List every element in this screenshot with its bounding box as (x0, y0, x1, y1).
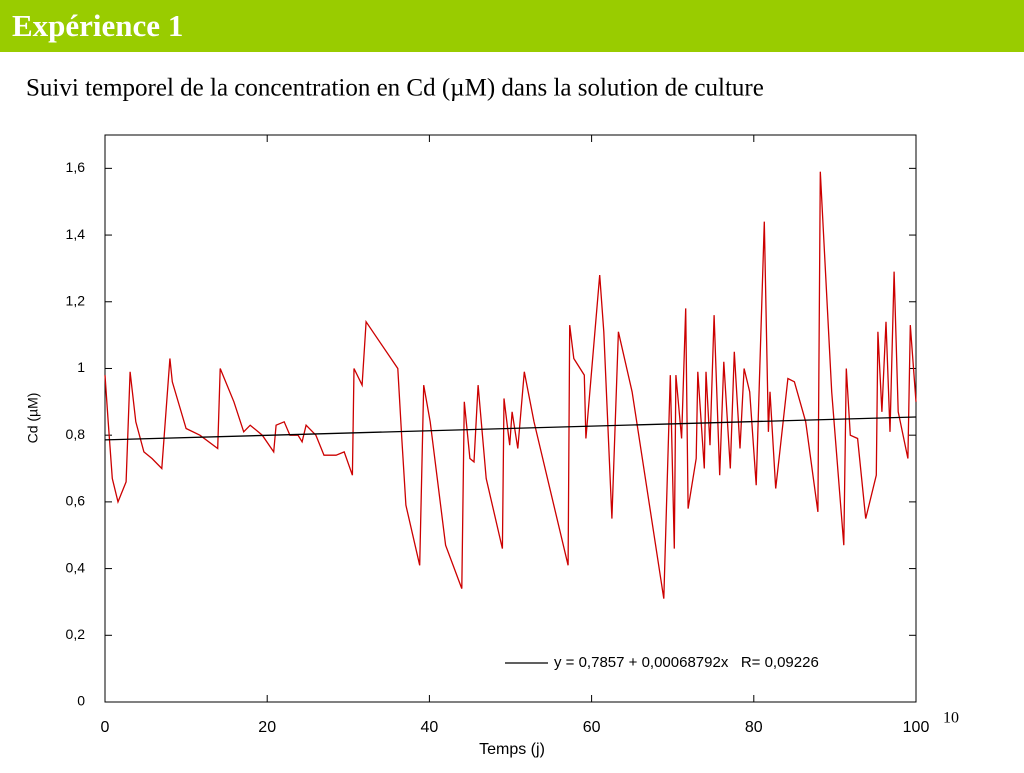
x-tick-label: 80 (745, 719, 763, 736)
x-tick-label: 40 (421, 719, 439, 736)
x-tick-label: 100 (903, 719, 930, 736)
x-tick-label: 20 (258, 719, 276, 736)
y-tick-label: 0,6 (66, 493, 86, 509)
y-tick-label: 0,4 (66, 559, 86, 575)
y-tick-label: 1,2 (66, 292, 86, 308)
header-bar (0, 0, 1024, 52)
y-tick-label: 0,2 (66, 626, 86, 642)
x-tick-label: 60 (583, 719, 601, 736)
y-tick-label: 0,8 (66, 426, 86, 442)
y-tick-label: 1 (77, 359, 85, 375)
y-tick-label: 1,4 (66, 226, 86, 242)
plot-frame (104, 134, 917, 703)
page-number: 10 (943, 710, 959, 727)
series-line (104, 171, 917, 599)
series-line (104, 416, 917, 441)
y-tick-label: 1,6 (66, 159, 86, 175)
legend-label: y = 0,7857 + 0,00068792x R= 0,09226 (554, 654, 819, 671)
slide-title: Expérience 1 (12, 8, 183, 43)
y-axis-label: Cd (µM) (25, 393, 41, 444)
x-axis-label: Temps (j) (479, 741, 545, 758)
slide-subtitle: Suivi temporel de la concentration en Cd… (26, 75, 764, 102)
x-tick-label: 0 (101, 719, 110, 736)
y-tick-label: 0 (77, 693, 85, 709)
